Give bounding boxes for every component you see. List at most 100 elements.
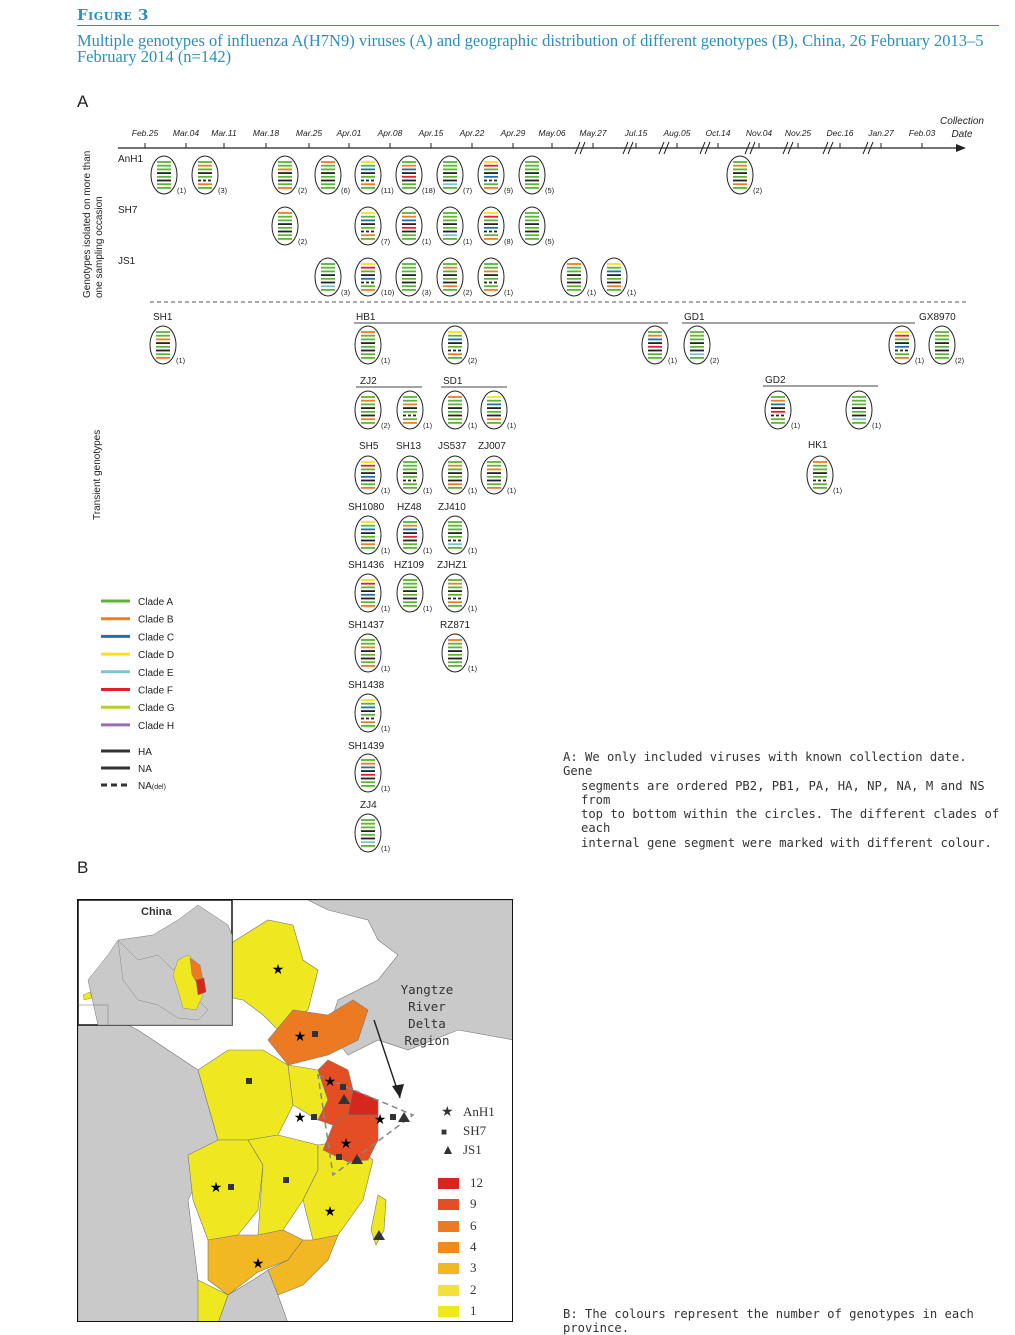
panel-a-letter: A: [77, 92, 89, 111]
axis-break: [658, 141, 665, 155]
transient-name: SH1437: [348, 620, 385, 631]
transient-name: GD2: [765, 375, 786, 386]
genotype-legend-item: ★ AnH1: [441, 1104, 495, 1121]
segment-label: NA: [138, 764, 152, 775]
transient-name: HB1: [356, 312, 376, 323]
group-label-multi: one sampling occasion: [94, 196, 105, 298]
yangtze-label-line-1: Yangtze River: [400, 982, 454, 1014]
axis-tick-label: Dec.16: [827, 128, 854, 138]
genotype-name: JS1: [118, 256, 136, 267]
axis-break: [822, 141, 829, 155]
axis-tick-label: Apr.15: [418, 128, 444, 138]
clade-label: Clade A: [138, 597, 173, 608]
genotype-count: (1): [468, 546, 478, 555]
axis-break: [867, 141, 874, 155]
axis-title: Collection: [940, 116, 984, 127]
svg-text:★: ★: [294, 1028, 307, 1044]
count-swatch: [438, 1284, 459, 1296]
transient-name: GD1: [684, 312, 705, 323]
genotype-count: (10): [381, 288, 395, 297]
genotype-legend-item: ■ SH7: [441, 1123, 486, 1139]
clade-label: Clade E: [138, 668, 174, 679]
genotype-count: (1): [507, 486, 517, 495]
clade-label: Clade G: [138, 703, 175, 714]
genotype-count: (1): [381, 486, 391, 495]
axis-break: [663, 141, 670, 155]
axis-tick-label: Apr.29: [500, 128, 526, 138]
axis-tick-label: Apr.01: [336, 128, 362, 138]
transient-name: SH1: [153, 312, 173, 323]
axis-break: [749, 141, 756, 155]
svg-text:★: ★: [324, 1203, 337, 1219]
panel-a-figure: Feb.25 Mar.04 Mar.11 Mar.18 Mar.25 Apr.01 Apr.…: [82, 116, 984, 853]
genotype-count: (5): [545, 186, 555, 195]
figure-caption: Multiple genotypes of influenza A(H7N9) …: [77, 31, 984, 66]
genotype-count: (2): [463, 288, 473, 297]
axis-tick-label: Feb.03: [909, 128, 936, 138]
genotype-count: (11): [381, 186, 394, 195]
genotype-count: (1): [381, 784, 391, 793]
genotype-count: (1): [176, 356, 186, 365]
svg-text:★: ★: [340, 1135, 353, 1151]
axis-break: [862, 141, 869, 155]
genotype-name: SH7: [118, 205, 138, 216]
transient-name: SH1436: [348, 560, 385, 571]
transient-name: SH1439: [348, 741, 385, 752]
panel-a-note: A: We only included viruses with known c…: [563, 750, 1003, 850]
figure-header: Figure 3: [77, 6, 999, 26]
transient-name: GX8970: [919, 312, 956, 323]
genotype-count: (1): [468, 604, 478, 613]
genotype-count: (1): [381, 546, 391, 555]
axis-tick-label: Nov.25: [785, 128, 812, 138]
genotype-count: (1): [422, 237, 432, 246]
transient-name: HZ109: [394, 560, 424, 571]
genotype-count: (1): [381, 356, 391, 365]
genotype-legend-item: ▲ JS1: [441, 1142, 482, 1159]
axis-tick-label: Jul.15: [624, 128, 648, 138]
transient-name: HZ48: [397, 502, 422, 513]
axis-tick-label: Aug.05: [663, 128, 691, 138]
count-swatch: [438, 1178, 459, 1189]
genotype-count: (1): [381, 844, 391, 853]
inset-china-label: China: [141, 906, 172, 918]
axis-tick-label: Mar.11: [211, 128, 237, 138]
svg-text:★: ★: [374, 1111, 387, 1127]
genotype-count: (1): [468, 486, 478, 495]
genotype-count: (1): [423, 546, 433, 555]
genotype-count: (1): [381, 664, 391, 673]
count-swatch: [438, 1305, 459, 1317]
genotype-count: (2): [955, 356, 965, 365]
note-line-1: A: We only included viruses with known c…: [563, 750, 967, 779]
axis-break: [827, 141, 834, 155]
clade-label: Clade H: [138, 721, 174, 732]
genotype-count: (1): [177, 186, 187, 195]
genotype-count: (2): [710, 356, 720, 365]
axis-title: Date: [951, 129, 973, 140]
axis-tick-label: May.06: [538, 128, 566, 138]
axis-tick-label: Mar.18: [253, 128, 279, 138]
note-line-3: top to bottom within the circles. The di…: [581, 807, 1000, 836]
square-icon: ■: [441, 1127, 448, 1138]
axis-break: [704, 141, 711, 155]
axis-break: [627, 141, 634, 155]
transient-name: SH1438: [348, 680, 385, 691]
group-label-transient: Transient genotypes: [92, 430, 103, 520]
yangtze-region-label: Yangtze River Delta Region: [382, 981, 472, 1049]
count-swatch: [438, 1263, 459, 1275]
count-label: 2: [470, 1281, 477, 1297]
axis-break: [782, 141, 789, 155]
axis-tick-label: Jan.27: [867, 128, 894, 138]
genotype-count: (2): [753, 186, 763, 195]
svg-text:★: ★: [294, 1109, 307, 1125]
genotype-count: (1): [423, 604, 433, 613]
axis-tick-label: Apr.22: [459, 128, 485, 138]
genotype-count: (1): [872, 421, 882, 430]
star-icon: ★: [441, 1105, 454, 1120]
count-swatch: [438, 1199, 459, 1211]
genotype-count: (6): [341, 186, 351, 195]
clade-label: Clade D: [138, 650, 174, 661]
genotype-legend-label: JS1: [463, 1142, 482, 1157]
genotype-count: (1): [791, 421, 801, 430]
svg-text:★: ★: [324, 1073, 337, 1089]
genotype-legend-label: AnH1: [463, 1104, 495, 1119]
